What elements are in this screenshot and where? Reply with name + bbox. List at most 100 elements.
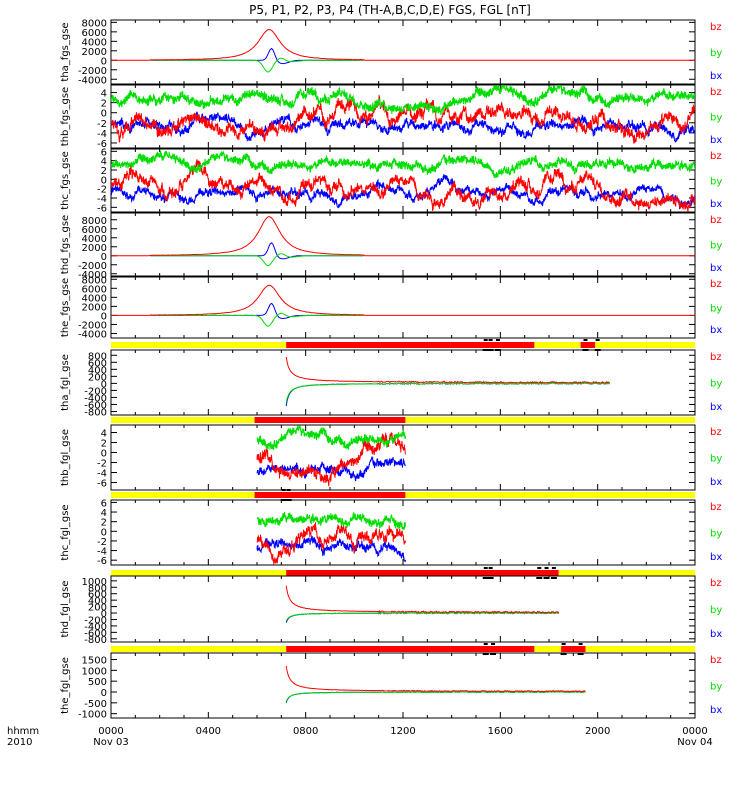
y-tick-label: 1000 (82, 577, 107, 588)
y-tick-label: 600 (88, 358, 107, 369)
y-axis-label: the_fgs_gse (60, 278, 71, 337)
mode-bar-segment (561, 646, 586, 652)
y-tick-label: -2 (97, 459, 107, 470)
legend-bx: bx (710, 71, 722, 82)
legend-bx: bx (710, 477, 722, 488)
mode-bar-mark (482, 577, 489, 579)
mode-bar-mark (544, 567, 549, 569)
mode-bar-mark (483, 567, 488, 569)
y-tick-label: -600 (84, 628, 107, 639)
mode-bar-mark (483, 643, 488, 645)
mode-bar-segment (595, 342, 695, 348)
legend-bx: bx (710, 135, 722, 146)
y-tick-label: 0 (101, 688, 107, 699)
y-tick-label: 4 (101, 89, 107, 100)
legend-by: by (710, 454, 722, 465)
y-tick-label: 400 (88, 596, 107, 607)
y-axis-label: tha_fgl_gse (60, 354, 71, 411)
mode-bar-segment (286, 570, 559, 576)
series-line-by (150, 57, 364, 73)
x-tick-label: 1200 (390, 726, 415, 737)
y-axis-label: tha_fgs_gse (60, 22, 71, 81)
legend-bz: bz (710, 502, 722, 513)
time-axis-start-date: Nov 03 (93, 737, 128, 748)
legend-bz: bz (710, 427, 722, 438)
mode-bar-segment (534, 342, 581, 348)
legend-bz: bz (710, 578, 722, 589)
mode-bar-mark (543, 577, 550, 579)
mode-bar-segment (254, 492, 406, 498)
y-tick-label: 0 (101, 175, 107, 186)
mode-bar-segment (534, 646, 562, 652)
y-tick-label: -6 (97, 139, 107, 150)
y-tick-label: 6 (101, 147, 107, 158)
series-line-by (285, 611, 560, 622)
mode-bar-mark (537, 567, 542, 569)
mode-bar-mark (483, 339, 488, 341)
legend-bx: bx (710, 705, 722, 716)
y-tick-label: 2000 (82, 47, 107, 58)
x-tick-label: 0000 (98, 726, 123, 737)
time-axis-year-label: 2010 (7, 737, 32, 748)
mode-bar-mark (560, 653, 567, 655)
series-line-by (256, 425, 406, 450)
y-tick-label: 800 (88, 351, 107, 362)
y-tick-label: -200 (84, 386, 107, 397)
mode-bar-mark (286, 489, 291, 491)
series-line-bz (111, 216, 695, 257)
y-axis-label: thb_fgl_gse (60, 429, 71, 486)
mode-bar-mark (487, 577, 494, 579)
mode-bar-mark (577, 653, 584, 655)
y-axis-label: thc_fgl_gse (60, 504, 71, 560)
y-tick-label: -2 (97, 537, 107, 548)
series-line-by (285, 382, 610, 403)
x-tick-label: 1600 (488, 726, 513, 737)
y-tick-label: -500 (84, 699, 107, 710)
y-axis-label: thd_fgl_gse (60, 581, 71, 638)
time-axis-end-date: Nov 04 (677, 737, 712, 748)
y-tick-label: 6000 (82, 284, 107, 295)
y-tick-label: 1500 (82, 656, 107, 667)
legend-by: by (710, 113, 722, 124)
legend-by: by (710, 177, 722, 188)
y-tick-label: -800 (84, 635, 107, 646)
y-tick-label: 200 (88, 372, 107, 383)
legend-bz: bz (710, 22, 722, 33)
y-tick-label: -800 (84, 407, 107, 418)
y-tick-label: -4 (97, 194, 107, 205)
y-axis-label: thd_fgs_gse (60, 215, 71, 274)
y-tick-label: -400 (84, 393, 107, 404)
y-tick-label: 0 (101, 56, 107, 67)
y-tick-label: 8000 (82, 216, 107, 227)
y-tick-label: -1000 (78, 710, 107, 721)
mode-bar-segment (405, 492, 695, 498)
series-line-bz (285, 356, 610, 384)
y-tick-label: 400 (88, 365, 107, 376)
mode-bar-segment (405, 417, 695, 423)
legend-bx: bx (710, 552, 722, 563)
series-line-bz (111, 28, 695, 61)
x-tick-label: 0800 (293, 726, 318, 737)
mode-bar-mark (595, 339, 600, 341)
y-tick-label: 4 (101, 508, 107, 519)
mode-bar-segment (558, 570, 695, 576)
panel-thb_fgs_gse: 420-2-4-6 thb_fgs_gse bz by bx (60, 84, 722, 150)
y-tick-label: 800 (88, 583, 107, 594)
y-tick-label: 0 (101, 252, 107, 263)
y-tick-label: -400 (84, 622, 107, 633)
y-tick-label: 6000 (82, 225, 107, 236)
mode-bar-segment (254, 417, 406, 423)
y-tick-label: 6 (101, 498, 107, 509)
mode-bar-mark (583, 339, 588, 341)
series-line-bz (285, 585, 560, 614)
y-tick-label: 500 (88, 677, 107, 688)
y-tick-label: -6 (97, 556, 107, 567)
y-axis-label: thc_fgs_gse (60, 151, 71, 210)
y-tick-label: 2000 (82, 302, 107, 313)
series-line-bz (256, 522, 406, 565)
